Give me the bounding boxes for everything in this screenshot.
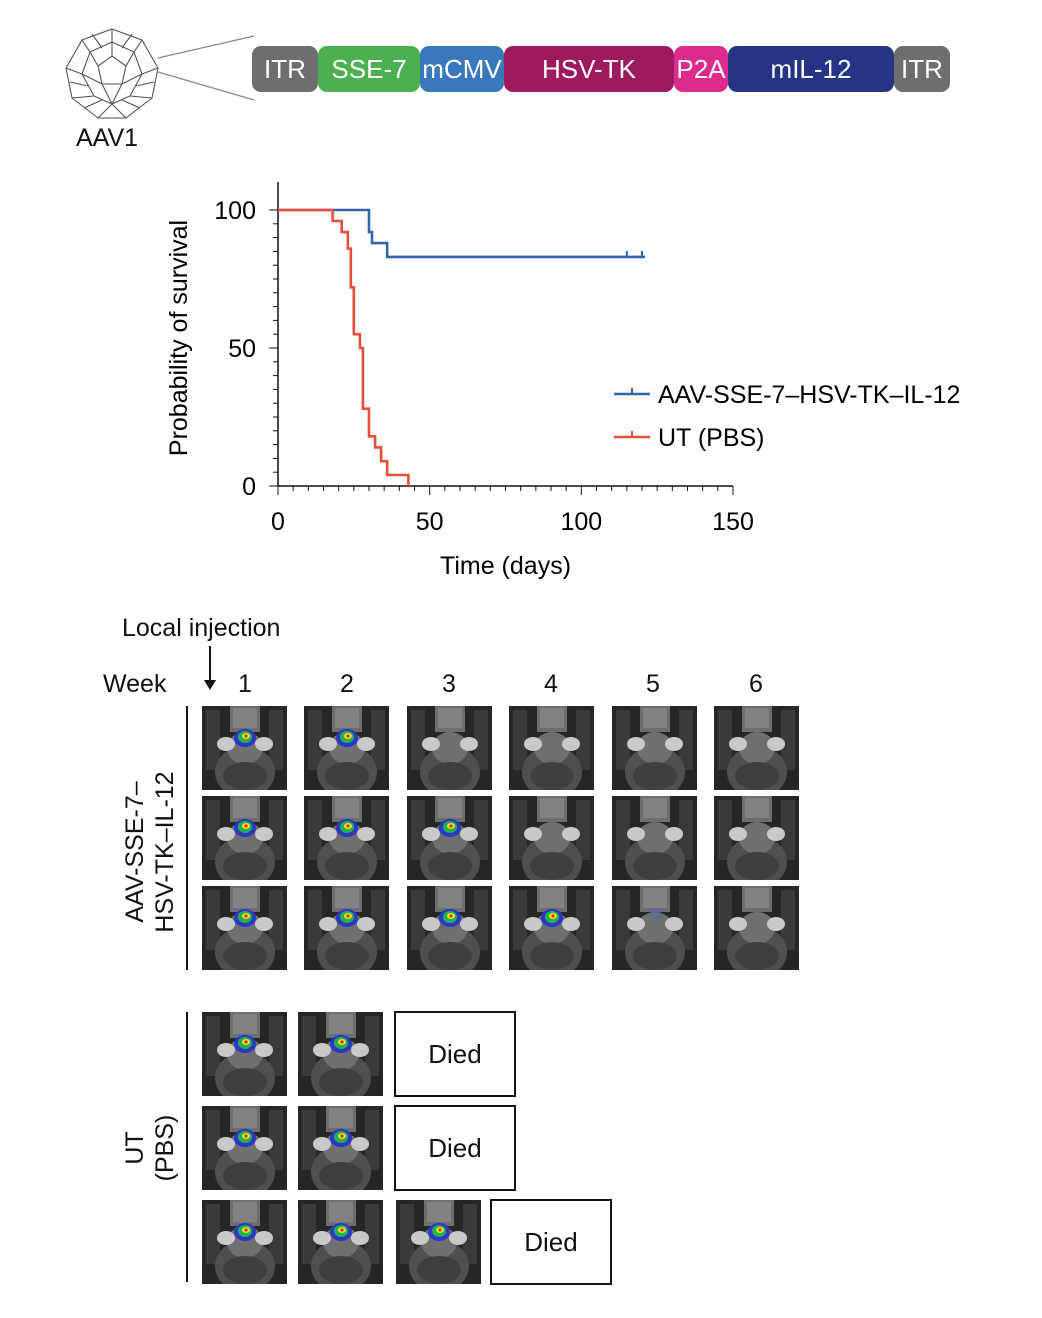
- bli-image: [407, 796, 492, 880]
- x-tick-label: 100: [560, 508, 602, 536]
- bli-image: [304, 796, 389, 880]
- died-box: Died: [490, 1199, 612, 1285]
- segment-p2a: P2A: [674, 46, 728, 92]
- aav1-capsid-icon: [62, 26, 162, 127]
- y-tick-label: 100: [214, 197, 256, 225]
- zoom-lines: [157, 35, 255, 101]
- bli-image: [714, 796, 799, 880]
- died-box: Died: [394, 1011, 516, 1097]
- segment-sse-7: SSE-7: [318, 46, 420, 92]
- week-2: 2: [340, 670, 354, 698]
- group2-label: UT (PBS): [121, 1114, 179, 1182]
- bli-image: [612, 706, 697, 790]
- week-6: 6: [749, 670, 763, 698]
- bioluminescence-signal: [330, 1035, 352, 1053]
- bli-image: [202, 1200, 287, 1284]
- bli-image: [298, 1200, 383, 1284]
- capsid-label: AAV1: [76, 124, 139, 152]
- died-box: Died: [394, 1105, 516, 1191]
- bli-image: [509, 706, 594, 790]
- segment-mcmv: mCMV: [420, 46, 504, 92]
- bioluminescence-signal: [234, 1129, 256, 1147]
- injection-label: Local injection: [122, 614, 281, 642]
- bli-image: [304, 886, 389, 970]
- bioluminescence-signal: [428, 1223, 450, 1241]
- legend-label: UT (PBS): [658, 424, 765, 452]
- bioluminescence-signal: [651, 909, 661, 919]
- legend-label: AAV-SSE-7–HSV-TK–IL-12: [658, 381, 960, 409]
- bli-image: [407, 886, 492, 970]
- week-3: 3: [442, 670, 456, 698]
- series-line: [278, 208, 645, 259]
- y-axis-label: Probability of survival: [165, 220, 193, 456]
- bioluminescence-signal: [234, 1035, 256, 1053]
- segment-itr-right: ITR: [894, 46, 950, 92]
- bioluminescence-signal: [336, 909, 358, 927]
- x-axis-label: Time (days): [440, 552, 571, 580]
- week-1: 1: [238, 670, 252, 698]
- x-tick-label: 150: [712, 508, 754, 536]
- bli-image: [612, 886, 697, 970]
- bioluminescence-signal: [439, 819, 461, 837]
- bli-image: [714, 886, 799, 970]
- bli-image: [509, 886, 594, 970]
- injection-arrow-icon: [204, 646, 216, 690]
- bioluminescence-signal: [541, 909, 563, 927]
- bioluminescence-signal: [336, 819, 358, 837]
- segment-itr-left: ITR: [252, 46, 318, 92]
- bli-image: [202, 796, 287, 880]
- y-tick-label: 0: [242, 473, 256, 501]
- bioluminescence-signal: [234, 909, 256, 927]
- bli-image: [202, 1106, 287, 1190]
- bli-image: [407, 706, 492, 790]
- series-line: [278, 208, 410, 486]
- bioluminescence-signal: [330, 1223, 352, 1241]
- group1-bracket: [186, 706, 188, 970]
- x-tick-label: 0: [271, 508, 285, 536]
- bli-image: [298, 1012, 383, 1096]
- bli-image: [612, 796, 697, 880]
- bli-image: [298, 1106, 383, 1190]
- bli-image: [714, 706, 799, 790]
- group1-label: AAV-SSE-7– HSV-TK–IL-12: [121, 771, 179, 933]
- segment-hsv-tk: HSV-TK: [504, 46, 674, 92]
- segment-mil-12: mIL-12: [728, 46, 894, 92]
- x-tick-label: 50: [416, 508, 444, 536]
- group2-bracket: [186, 1012, 188, 1282]
- survival-chart: 0 50 100 150 0 50 100 Time (days) Probability of…: [165, 182, 960, 580]
- bioluminescence-signal: [234, 729, 256, 747]
- week-label: Week: [103, 670, 167, 698]
- bli-image: [509, 796, 594, 880]
- bli-image: [202, 706, 287, 790]
- bli-image: [304, 706, 389, 790]
- bli-image: [202, 1012, 287, 1096]
- bioluminescence-signal: [330, 1129, 352, 1147]
- bioluminescence-signal: [336, 729, 358, 747]
- bli-image: [202, 886, 287, 970]
- week-4: 4: [544, 670, 558, 698]
- bioluminescence-signal: [234, 819, 256, 837]
- week-5: 5: [646, 670, 660, 698]
- bioluminescence-signal: [234, 1223, 256, 1241]
- bioluminescence-signal: [439, 909, 461, 927]
- bli-image: [396, 1200, 481, 1284]
- y-tick-label: 50: [228, 335, 256, 363]
